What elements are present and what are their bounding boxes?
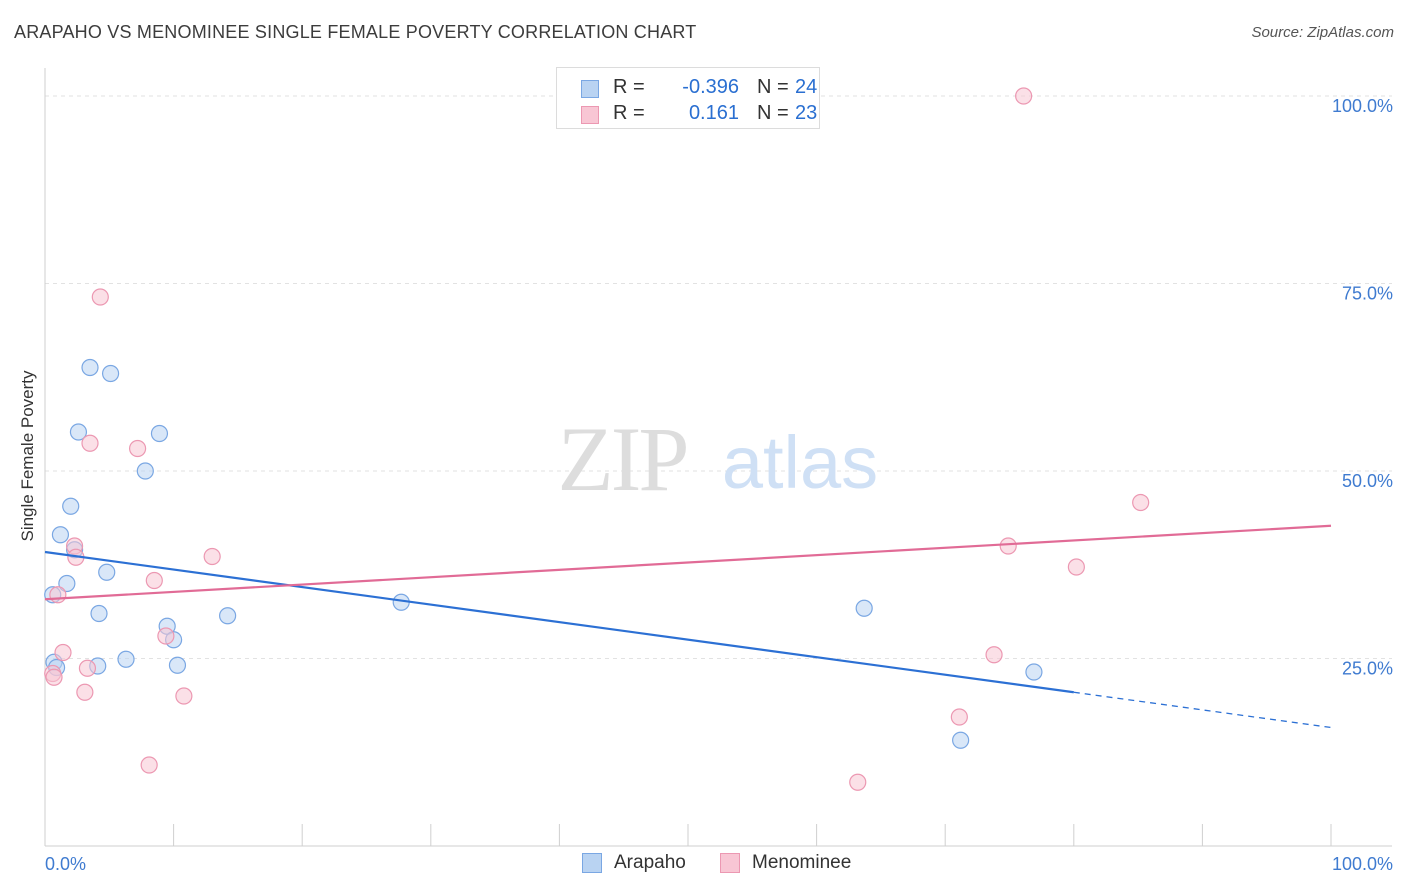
arapaho-point	[219, 607, 237, 625]
y-tick-label: 50.0%	[1342, 471, 1393, 491]
menominee-point	[999, 537, 1017, 555]
chart-source: Source: ZipAtlas.com	[1251, 24, 1394, 41]
arapaho-point	[90, 604, 108, 623]
menominee-swatch	[581, 106, 599, 124]
y-tick-label: 100.0%	[1332, 96, 1393, 116]
axes	[44, 68, 1392, 847]
arapaho-point	[58, 574, 76, 593]
menominee-point	[145, 571, 163, 590]
correlation-legend: R = -0.396 N = 24 R = 0.161 N = 23	[556, 67, 820, 129]
menominee-legend-swatch	[720, 853, 740, 873]
legend-n-value: 24	[795, 76, 818, 98]
watermark: ZIP atlas	[558, 408, 879, 510]
menominee-point	[1015, 87, 1033, 105]
arapaho-legend-swatch	[582, 853, 602, 873]
x-tick-label: 100.0%	[1332, 854, 1393, 874]
menominee-point	[1132, 493, 1150, 512]
menominee-point	[157, 627, 175, 645]
data-points	[44, 87, 1150, 791]
trend-lines	[44, 524, 1332, 729]
arapaho-swatch	[581, 80, 599, 98]
tick-labels: 25.0% 50.0% 75.0% 100.0% 0.0% 100.0%	[45, 96, 1393, 874]
arapaho-point	[136, 462, 154, 480]
menominee-point	[54, 643, 72, 662]
arapaho-point	[168, 656, 187, 674]
menominee-point	[45, 668, 63, 686]
arapaho-point	[855, 599, 873, 617]
y-tick-label: 25.0%	[1342, 659, 1393, 679]
legend-r-value: 0.161	[688, 102, 739, 124]
chart-title: ARAPAHO VS MENOMINEE SINGLE FEMALE POVER…	[14, 22, 697, 42]
legend-r-value: -0.396	[682, 76, 739, 98]
menominee-point	[985, 646, 1003, 664]
gridlines	[45, 95, 1392, 659]
menominee-point	[76, 683, 94, 701]
menominee-point	[140, 756, 158, 774]
y-tick-label: 75.0%	[1342, 284, 1393, 304]
watermark-atlas: atlas	[722, 421, 878, 504]
arapaho-trend-line	[44, 550, 1074, 694]
arapaho-point	[62, 497, 80, 515]
arapaho-trend-extension	[1073, 691, 1332, 729]
watermark-zip: ZIP	[558, 408, 687, 510]
menominee-point	[81, 434, 99, 452]
menominee-point	[950, 708, 968, 726]
arapaho-point	[98, 563, 116, 581]
arapaho-point	[81, 358, 99, 377]
menominee-point	[49, 586, 67, 604]
menominee-point	[849, 773, 867, 791]
arapaho-point	[952, 731, 970, 749]
arapaho-point	[69, 423, 88, 441]
legend-n-label: N =	[757, 102, 789, 124]
legend-r-label: R =	[613, 102, 645, 124]
arapaho-legend-label: Arapaho	[614, 852, 686, 873]
menominee-point	[203, 547, 221, 566]
menominee-trend-line	[44, 524, 1332, 601]
menominee-point	[91, 288, 109, 306]
legend-n-label: N =	[757, 76, 789, 98]
menominee-point	[78, 659, 97, 677]
arapaho-point	[101, 364, 120, 383]
menominee-point	[175, 687, 193, 705]
legend-n-value: 23	[795, 102, 818, 124]
y-axis-label: Single Female Poverty	[18, 370, 37, 542]
x-tick-label: 0.0%	[45, 854, 86, 874]
arapaho-point	[117, 650, 135, 668]
menominee-point	[1067, 558, 1085, 576]
arapaho-point	[1025, 663, 1043, 681]
menominee-legend-label: Menominee	[752, 852, 852, 873]
arapaho-point	[51, 526, 70, 544]
legend-r-label: R =	[613, 76, 645, 98]
arapaho-point	[150, 424, 169, 443]
menominee-point	[128, 439, 147, 458]
